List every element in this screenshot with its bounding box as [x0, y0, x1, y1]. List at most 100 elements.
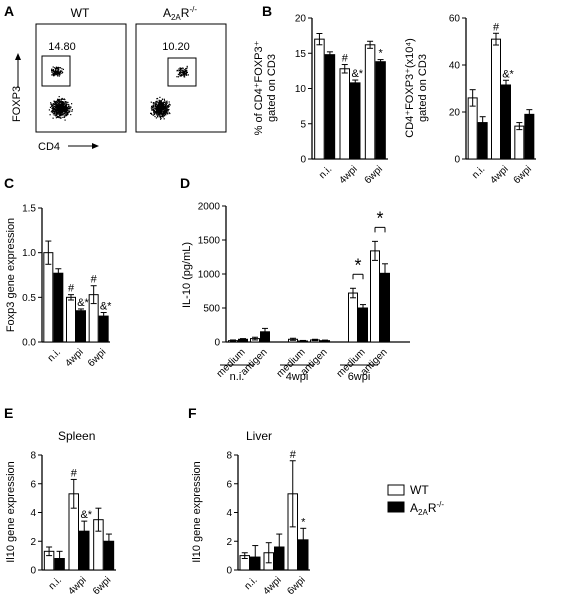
flow-dot [52, 113, 54, 115]
flow-dot [69, 110, 71, 112]
flow-dot [56, 103, 58, 105]
d-group-label: n.i. [230, 371, 245, 383]
flow-dot [186, 74, 188, 76]
x-tick-label: n.i. [46, 347, 63, 364]
flow-dot [54, 74, 56, 76]
flow-dot [56, 72, 58, 74]
bar [339, 68, 350, 160]
flow-dot [59, 110, 61, 113]
flow-dot [61, 106, 63, 108]
flow-dot [56, 106, 58, 108]
flow-dot [161, 103, 163, 105]
flow-dot [153, 110, 155, 112]
flow-dot [69, 106, 71, 108]
flow-dot [53, 100, 55, 102]
x-tick-label: 6wpi [86, 347, 108, 369]
flow-dot [156, 113, 158, 115]
flow-dot [54, 67, 57, 69]
flow-dot [186, 72, 188, 74]
flow-dot [166, 102, 168, 104]
flow-dots [48, 65, 189, 121]
flow-dot [59, 107, 61, 109]
flow-dot [52, 69, 54, 71]
flow-dot [59, 115, 61, 117]
flow-dot [168, 108, 170, 111]
flow-dot [153, 113, 155, 116]
flow-dot [160, 117, 162, 119]
flow-dot [53, 67, 56, 69]
flow-dot [64, 107, 66, 109]
sig-marker: &* [77, 297, 89, 309]
gate-box-ko [167, 57, 197, 87]
flow-dot [167, 113, 169, 115]
flow-dot [58, 73, 60, 75]
flow-dot [154, 115, 156, 118]
flow-dot [167, 104, 170, 106]
flow-dot [162, 113, 164, 115]
sig-marker: # [342, 53, 349, 65]
flow-dot [66, 103, 68, 105]
flow-dot [51, 107, 53, 109]
flow-dot [181, 73, 183, 75]
chart-f: 0 2 4 6 8 Il10 gene expression n.i. 4wpi 6wpi # * [191, 449, 310, 597]
flow-dot [157, 110, 159, 112]
flow-dot [155, 117, 157, 119]
flow-dot [52, 111, 54, 113]
flow-dot [61, 111, 63, 114]
flow-dot [54, 71, 56, 73]
y-tick-label: 6 [30, 479, 36, 490]
flow-dot [177, 76, 179, 78]
flow-dot [179, 72, 181, 74]
flow-dot [151, 105, 153, 107]
x-tick-label: 6wpi [363, 164, 385, 186]
flow-dot [58, 72, 61, 74]
flow-dot [64, 108, 66, 110]
flow-dot [157, 113, 159, 115]
flow-dot [55, 68, 57, 70]
x-tick-label: 6wpi [91, 575, 113, 597]
flow-dot [163, 118, 165, 120]
flow-dot [60, 110, 63, 112]
flow-dot [61, 70, 63, 72]
flow-dot [166, 108, 168, 110]
flow-dot [55, 100, 57, 103]
flow-dot [59, 101, 61, 103]
flow-dot [166, 110, 168, 112]
flow-dot [54, 109, 56, 112]
flow-dot [154, 111, 156, 114]
flow-dot [179, 75, 181, 77]
flow-dot [158, 108, 160, 110]
flow-dot [64, 102, 66, 104]
flow-dot [59, 100, 61, 102]
x-tick-label: 6wpi [285, 575, 307, 597]
flow-dot [179, 74, 181, 76]
flow-dot [158, 104, 160, 106]
y-tick-label: 0 [226, 566, 232, 577]
flow-dot [164, 111, 166, 113]
flow-dot [67, 109, 69, 111]
flow-dot [161, 105, 163, 107]
flow-dot [60, 107, 62, 110]
flow-dot [56, 109, 58, 111]
flow-dot [57, 116, 59, 118]
flow-dot [61, 68, 63, 70]
flow-dot [163, 106, 165, 108]
flow-dot [71, 110, 73, 112]
flow-dot [64, 101, 66, 103]
y-axis-label: % of CD4⁺FOXP3⁺gated on CD3 [253, 40, 278, 135]
flow-dot [58, 99, 60, 101]
flow-dot [50, 111, 52, 113]
flow-dot [53, 104, 55, 106]
y-tick-label: 500 [203, 304, 220, 315]
flow-dot [160, 102, 162, 105]
bar [53, 272, 64, 343]
flow-dot [164, 105, 166, 107]
flow-dot [62, 101, 64, 103]
flow-dot [184, 71, 186, 73]
bar [514, 125, 525, 160]
flow-dot [58, 108, 60, 110]
flow-dot [59, 117, 62, 119]
y-tick-label: 0 [454, 155, 460, 166]
flow-dot [167, 112, 169, 114]
flow-dot [65, 108, 67, 110]
